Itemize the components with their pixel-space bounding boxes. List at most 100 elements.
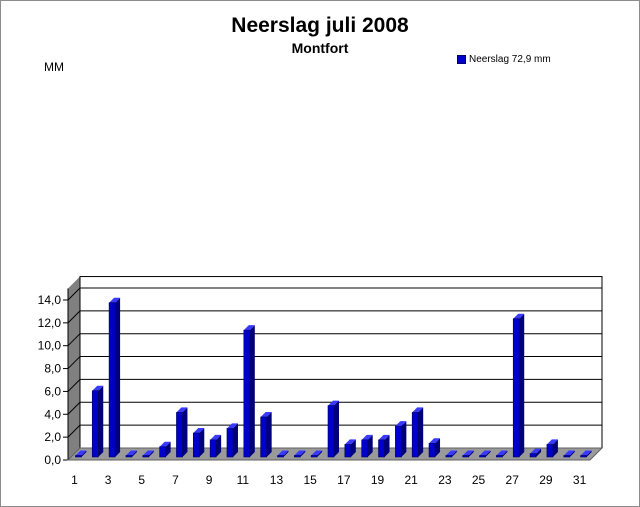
x-tick-label: 1: [71, 473, 78, 487]
y-tick-label: 2,0: [44, 430, 61, 444]
legend-swatch: [457, 55, 466, 64]
bar-top: [462, 450, 474, 456]
bar-top: [395, 421, 407, 427]
bar: [462, 455, 470, 458]
bar-top: [109, 297, 121, 303]
bar-side: [216, 434, 222, 457]
bar-top: [513, 313, 525, 319]
bar-top: [226, 423, 238, 429]
bar: [580, 455, 587, 458]
bar-side: [81, 450, 87, 457]
y-tick-label: 6,0: [44, 384, 61, 398]
x-tick-label: 7: [172, 473, 179, 487]
bar-top: [496, 450, 508, 456]
bar-top: [530, 448, 542, 454]
bar-top: [176, 407, 188, 413]
bar-side: [98, 385, 104, 457]
bar-side: [300, 450, 306, 457]
bar-top: [412, 407, 424, 413]
x-tick-label: 15: [303, 473, 317, 487]
bar-top: [243, 325, 255, 331]
x-tick-label: 21: [405, 473, 419, 487]
bar-side: [569, 450, 575, 457]
bar: [327, 405, 335, 458]
bar-side: [586, 450, 592, 457]
bar: [75, 455, 82, 458]
gridline-side: [67, 401, 81, 415]
bar-top: [328, 400, 339, 406]
bar-side: [536, 448, 542, 457]
y-tick-label: 4,0: [44, 407, 61, 421]
chart-title: Neerslag juli 2008: [231, 14, 409, 37]
x-tick-label: 23: [438, 473, 452, 487]
bar: [108, 302, 116, 458]
bar: [411, 412, 419, 458]
bar-top: [159, 441, 171, 447]
x-tick-label: 5: [138, 473, 145, 487]
bar: [428, 442, 436, 458]
x-tick-label: 19: [371, 473, 385, 487]
gridline-side: [67, 424, 81, 438]
bar: [226, 428, 234, 458]
bar-side: [350, 439, 356, 457]
bar: [361, 439, 368, 458]
y-tick-label: 12,0: [38, 316, 62, 330]
bar-side: [519, 313, 525, 457]
bar-top: [429, 438, 441, 444]
bar: [529, 453, 537, 458]
bar-top: [580, 450, 592, 456]
x-tick-label: 9: [206, 473, 213, 487]
bar-side: [435, 438, 441, 457]
gridline-side: [67, 356, 81, 369]
bar-top: [92, 385, 104, 391]
bar: [159, 446, 166, 458]
bar-top: [294, 450, 306, 456]
bar: [294, 455, 301, 458]
bar-top: [361, 434, 373, 440]
bar-side: [401, 421, 407, 457]
bar-top: [546, 439, 558, 445]
bar: [512, 318, 520, 458]
bar-top: [260, 411, 272, 417]
gridline-side: [67, 310, 81, 324]
gridline-side: [67, 287, 81, 301]
bar-top: [311, 450, 323, 456]
bar: [546, 444, 554, 458]
chart-subtitle: Montfort: [291, 40, 349, 56]
bar: [192, 432, 200, 458]
bar: [277, 455, 284, 458]
x-tick-label: 25: [472, 473, 486, 487]
bar: [445, 455, 453, 458]
bar: [142, 455, 150, 458]
bar-side: [131, 450, 137, 457]
bar: [91, 390, 99, 458]
bar-top: [445, 450, 457, 456]
x-tick-label: 31: [573, 473, 587, 487]
x-tick-label: 11: [237, 473, 250, 487]
bar: [243, 329, 251, 458]
bar: [496, 455, 503, 458]
y-tick-label: 0,0: [44, 453, 61, 467]
bar-top: [210, 434, 222, 440]
bar-top: [378, 434, 390, 440]
x-tick-label: 3: [105, 473, 112, 487]
x-tick-label: 27: [506, 473, 520, 487]
bar-side: [199, 427, 205, 457]
x-tick-label: 29: [539, 473, 553, 487]
bar-top: [563, 450, 575, 456]
bar: [378, 439, 385, 458]
bar-side: [367, 434, 373, 457]
bar: [209, 439, 217, 458]
bar: [176, 412, 183, 458]
bar-top: [142, 450, 154, 456]
bar-top: [277, 450, 289, 456]
bar-side: [552, 439, 558, 457]
bar-side: [485, 450, 491, 457]
bar-side: [115, 297, 121, 457]
legend-label: Neerslag 72,9 mm: [469, 54, 551, 65]
bar-side: [266, 411, 272, 457]
bar-top: [125, 450, 137, 456]
bar: [344, 444, 352, 458]
bar: [260, 416, 267, 458]
